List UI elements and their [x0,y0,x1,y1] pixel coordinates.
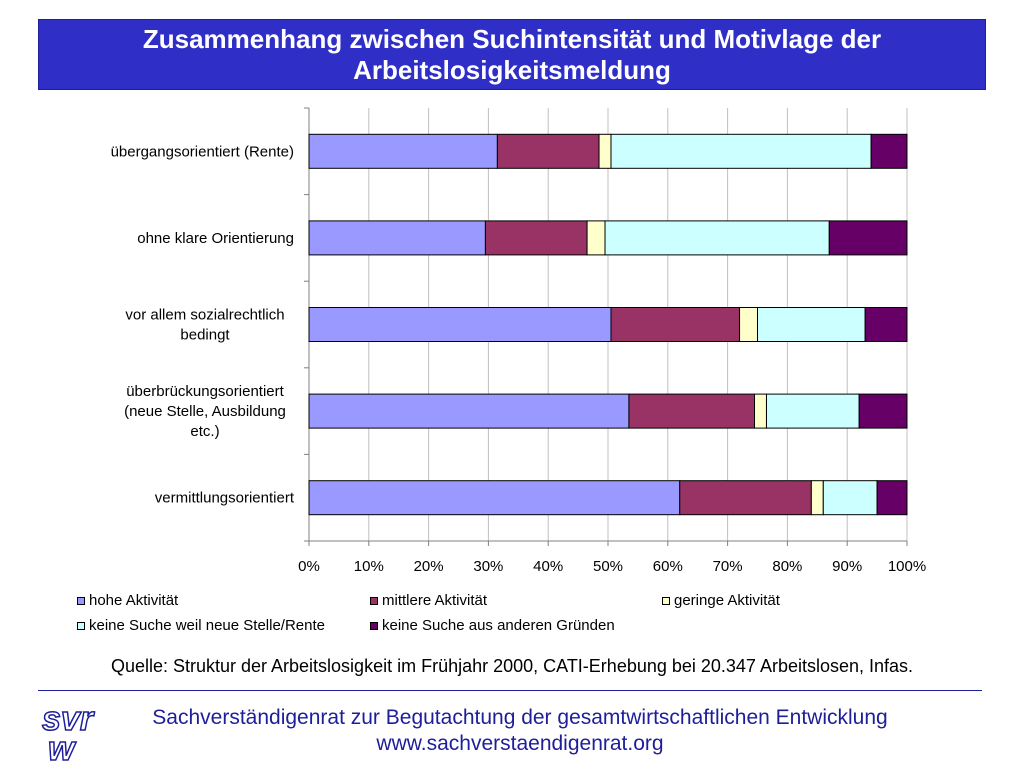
bar-segment [739,307,758,342]
bar-segment [308,480,681,516]
bar-segment [858,393,908,429]
x-tick-label: 60% [653,558,683,575]
legend-item-hohe: hohe Aktivität [77,592,178,609]
legend-swatch [77,596,85,605]
x-tick-label: 0% [298,558,320,575]
page-title: Zusammenhang zwischen Suchintensität und… [142,23,882,85]
bar-segment [308,393,630,429]
footer: Sachverständigenrat zur Begutachtung der… [110,705,930,757]
bar-segment [598,133,612,169]
svg-text:svr: svr [42,700,95,738]
footer-divider [38,690,982,691]
footer-url[interactable]: www.sachverstaendigenrat.org [376,732,664,755]
bar-segment [876,480,908,516]
bar-segment [828,220,908,256]
x-tick-label: 80% [772,558,802,575]
legend-swatch [370,621,378,630]
legend-swatch [370,596,378,605]
x-tick-label: 40% [533,558,563,575]
bar-segment [308,307,612,342]
bar-segment [810,480,824,516]
x-tick-label: 50% [593,558,623,575]
bar-segment [610,133,872,169]
bar-segment [679,480,812,516]
legend-label: keine Suche aus anderen Gründen [382,617,615,634]
legend-item-keine-suche-stelle: keine Suche weil neue Stelle/Rente [77,617,325,634]
legend-swatch [77,621,85,630]
bar-segment [864,307,908,342]
bar-segment [484,220,588,256]
bar-segment [754,393,767,429]
legend-item-geringe: geringe Aktivität [662,592,780,609]
category-label: übergangsorientiert (Rente) [111,143,294,160]
category-label: vermittlungsorientiert [155,490,295,507]
category-label: vor allem sozialrechtlich bedingt [125,307,284,344]
bar-segment [610,307,741,342]
x-tick-label: 70% [713,558,743,575]
bar-segment [496,133,600,169]
source-note: Quelle: Struktur der Arbeitslosigkeit im… [110,656,914,676]
x-tick-label: 10% [354,558,384,575]
legend-label: hohe Aktivität [89,592,179,609]
category-label: ohne klare Orientierung [137,230,294,247]
bar-segment [757,307,866,342]
bar-segment [628,393,756,429]
legend-label: mittlere Aktivität [382,592,488,609]
category-label: überbrückungsorientiert (neue Stelle, Aus… [124,383,286,440]
bar-segment [765,393,860,429]
bar-segment [604,220,830,256]
bar-segment [586,220,606,256]
bar-segment [822,480,878,516]
x-tick-label: 90% [832,558,862,575]
bar-segment [870,133,908,169]
legend-swatch [662,596,670,605]
x-tick-label: 30% [473,558,503,575]
legend-label: keine Suche weil neue Stelle/Rente [89,617,325,634]
bar-segment [308,220,486,256]
x-tick-label: 100% [888,558,926,575]
svr-logo: svr w [41,700,95,762]
footer-org: Sachverständigenrat zur Begutachtung der… [152,706,888,729]
legend-label: geringe Aktivität [674,592,780,609]
svg-text:w: w [48,730,77,762]
title-banner: Zusammenhang zwischen Suchintensität und… [38,19,986,90]
legend-item-mittlere: mittlere Aktivität [370,592,487,609]
x-tick-label: 20% [414,558,444,575]
bar-segment [308,133,498,169]
legend-item-keine-suche-andere: keine Suche aus anderen Gründen [370,617,615,634]
